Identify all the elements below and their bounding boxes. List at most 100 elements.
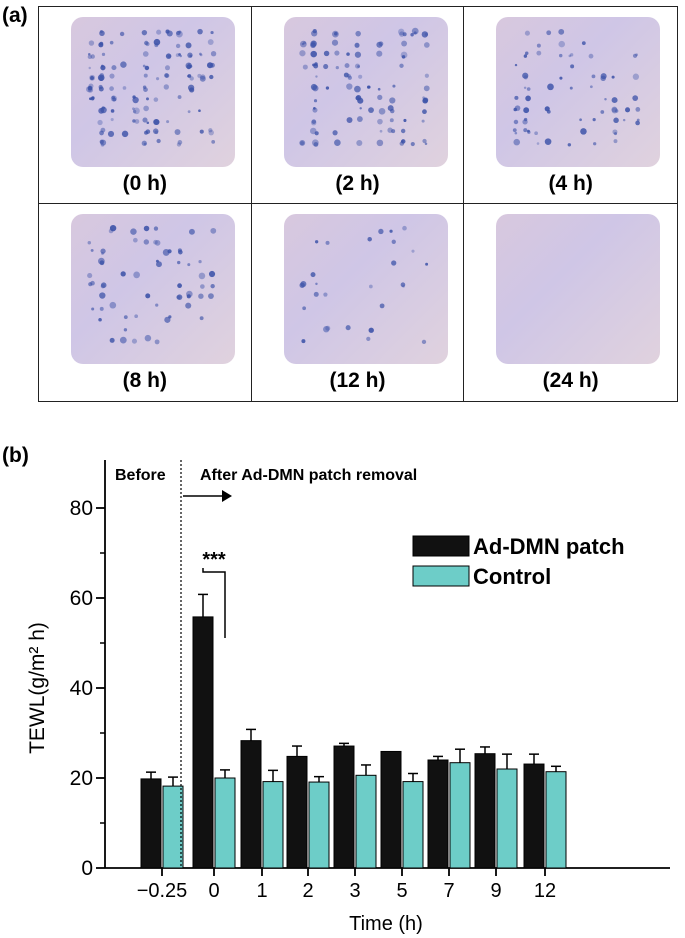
dye-spot <box>559 76 563 80</box>
dye-spot <box>133 237 138 243</box>
skin-photo <box>283 214 448 364</box>
dye-spot <box>377 87 381 91</box>
dye-spot <box>88 52 91 56</box>
dye-spot <box>376 139 383 147</box>
dye-spot <box>208 270 216 278</box>
dye-spot <box>164 316 171 323</box>
dye-spot <box>368 284 373 289</box>
dye-spot <box>314 240 318 244</box>
dye-spot <box>144 334 152 342</box>
dye-spot <box>615 109 619 113</box>
dye-spot <box>199 75 206 82</box>
dye-spot <box>632 95 639 101</box>
dye-spot <box>110 117 114 122</box>
dye-spot <box>100 248 106 254</box>
dye-spot <box>611 97 618 104</box>
dye-spot <box>390 129 395 134</box>
skin-image-cell: (8 h) <box>39 204 252 401</box>
dye-spot <box>376 94 383 100</box>
dye-spot <box>593 142 597 146</box>
dye-spot <box>345 325 351 331</box>
dye-spot <box>558 40 566 48</box>
dye-spot <box>99 41 104 46</box>
dye-spot <box>611 107 619 114</box>
dye-spot <box>198 272 206 280</box>
bar <box>545 771 567 869</box>
dye-spot <box>120 271 126 277</box>
dye-spot <box>145 41 150 47</box>
dye-spot <box>134 314 138 319</box>
dye-spot <box>155 303 159 307</box>
dye-spot <box>367 107 374 114</box>
dye-spot <box>355 30 361 37</box>
dye-spot <box>153 119 160 126</box>
dye-spot <box>211 140 216 144</box>
dye-spot <box>144 65 150 71</box>
bar <box>427 759 449 869</box>
bar <box>474 753 496 869</box>
dye-spot <box>345 52 350 56</box>
dye-spot <box>187 63 191 66</box>
dye-spot <box>513 138 521 146</box>
y-tick-label: 60 <box>70 587 93 610</box>
dye-spot <box>356 65 360 68</box>
dye-spot <box>314 75 318 78</box>
dye-spot <box>356 116 363 122</box>
dye-spot <box>89 97 92 101</box>
dye-spot <box>198 293 204 299</box>
dye-spot <box>527 130 531 134</box>
dye-spot <box>346 117 353 124</box>
dye-spot <box>310 83 317 91</box>
dye-spot <box>154 339 160 345</box>
dye-spot <box>131 338 138 344</box>
x-tick-label: 7 <box>443 880 454 902</box>
dye-spot <box>210 30 214 35</box>
dye-spot <box>331 30 339 38</box>
dye-spot <box>523 107 530 114</box>
dye-spot <box>567 143 572 147</box>
dye-spot <box>333 139 341 147</box>
dye-spot <box>558 28 565 35</box>
dye-spot <box>322 292 328 297</box>
dye-spot <box>391 239 396 244</box>
dye-spot <box>376 118 383 125</box>
panel-a-label: (a) <box>2 4 28 27</box>
dye-spot <box>176 30 181 36</box>
dye-spot <box>89 74 96 81</box>
dye-spot <box>403 118 407 123</box>
dye-spot <box>513 128 518 133</box>
dye-spot <box>401 285 405 288</box>
y-tick-label: 20 <box>70 767 93 790</box>
dye-spot <box>109 73 115 79</box>
dye-spot <box>580 128 588 135</box>
dye-spot <box>153 239 158 245</box>
dye-spot <box>145 293 151 299</box>
dye-spot <box>309 127 317 135</box>
dye-spot <box>155 77 160 81</box>
dye-spot <box>199 52 202 56</box>
dye-spot <box>187 263 191 267</box>
x-tick-label: 0 <box>208 880 219 902</box>
dye-spot <box>422 97 428 104</box>
dye-spot <box>200 284 205 289</box>
dye-spot <box>187 110 191 114</box>
dye-spot <box>176 142 182 147</box>
dye-spot <box>424 142 427 146</box>
dye-spot <box>570 86 574 90</box>
skin-photo <box>496 214 661 364</box>
dye-spot <box>398 63 404 68</box>
before-label: Before <box>115 467 166 484</box>
dye-spot <box>312 28 317 34</box>
dye-spot <box>421 109 427 115</box>
skin-image-cell: (2 h) <box>251 7 465 204</box>
dye-spot <box>143 73 148 78</box>
dye-spot <box>588 53 594 59</box>
dye-spot <box>199 316 204 321</box>
dye-spot <box>99 306 104 311</box>
dye-spot <box>313 142 318 147</box>
dye-spot <box>600 110 605 114</box>
dye-spot <box>187 74 192 78</box>
bar <box>333 745 355 869</box>
dye-spot <box>410 33 414 37</box>
dye-spot <box>614 132 618 136</box>
